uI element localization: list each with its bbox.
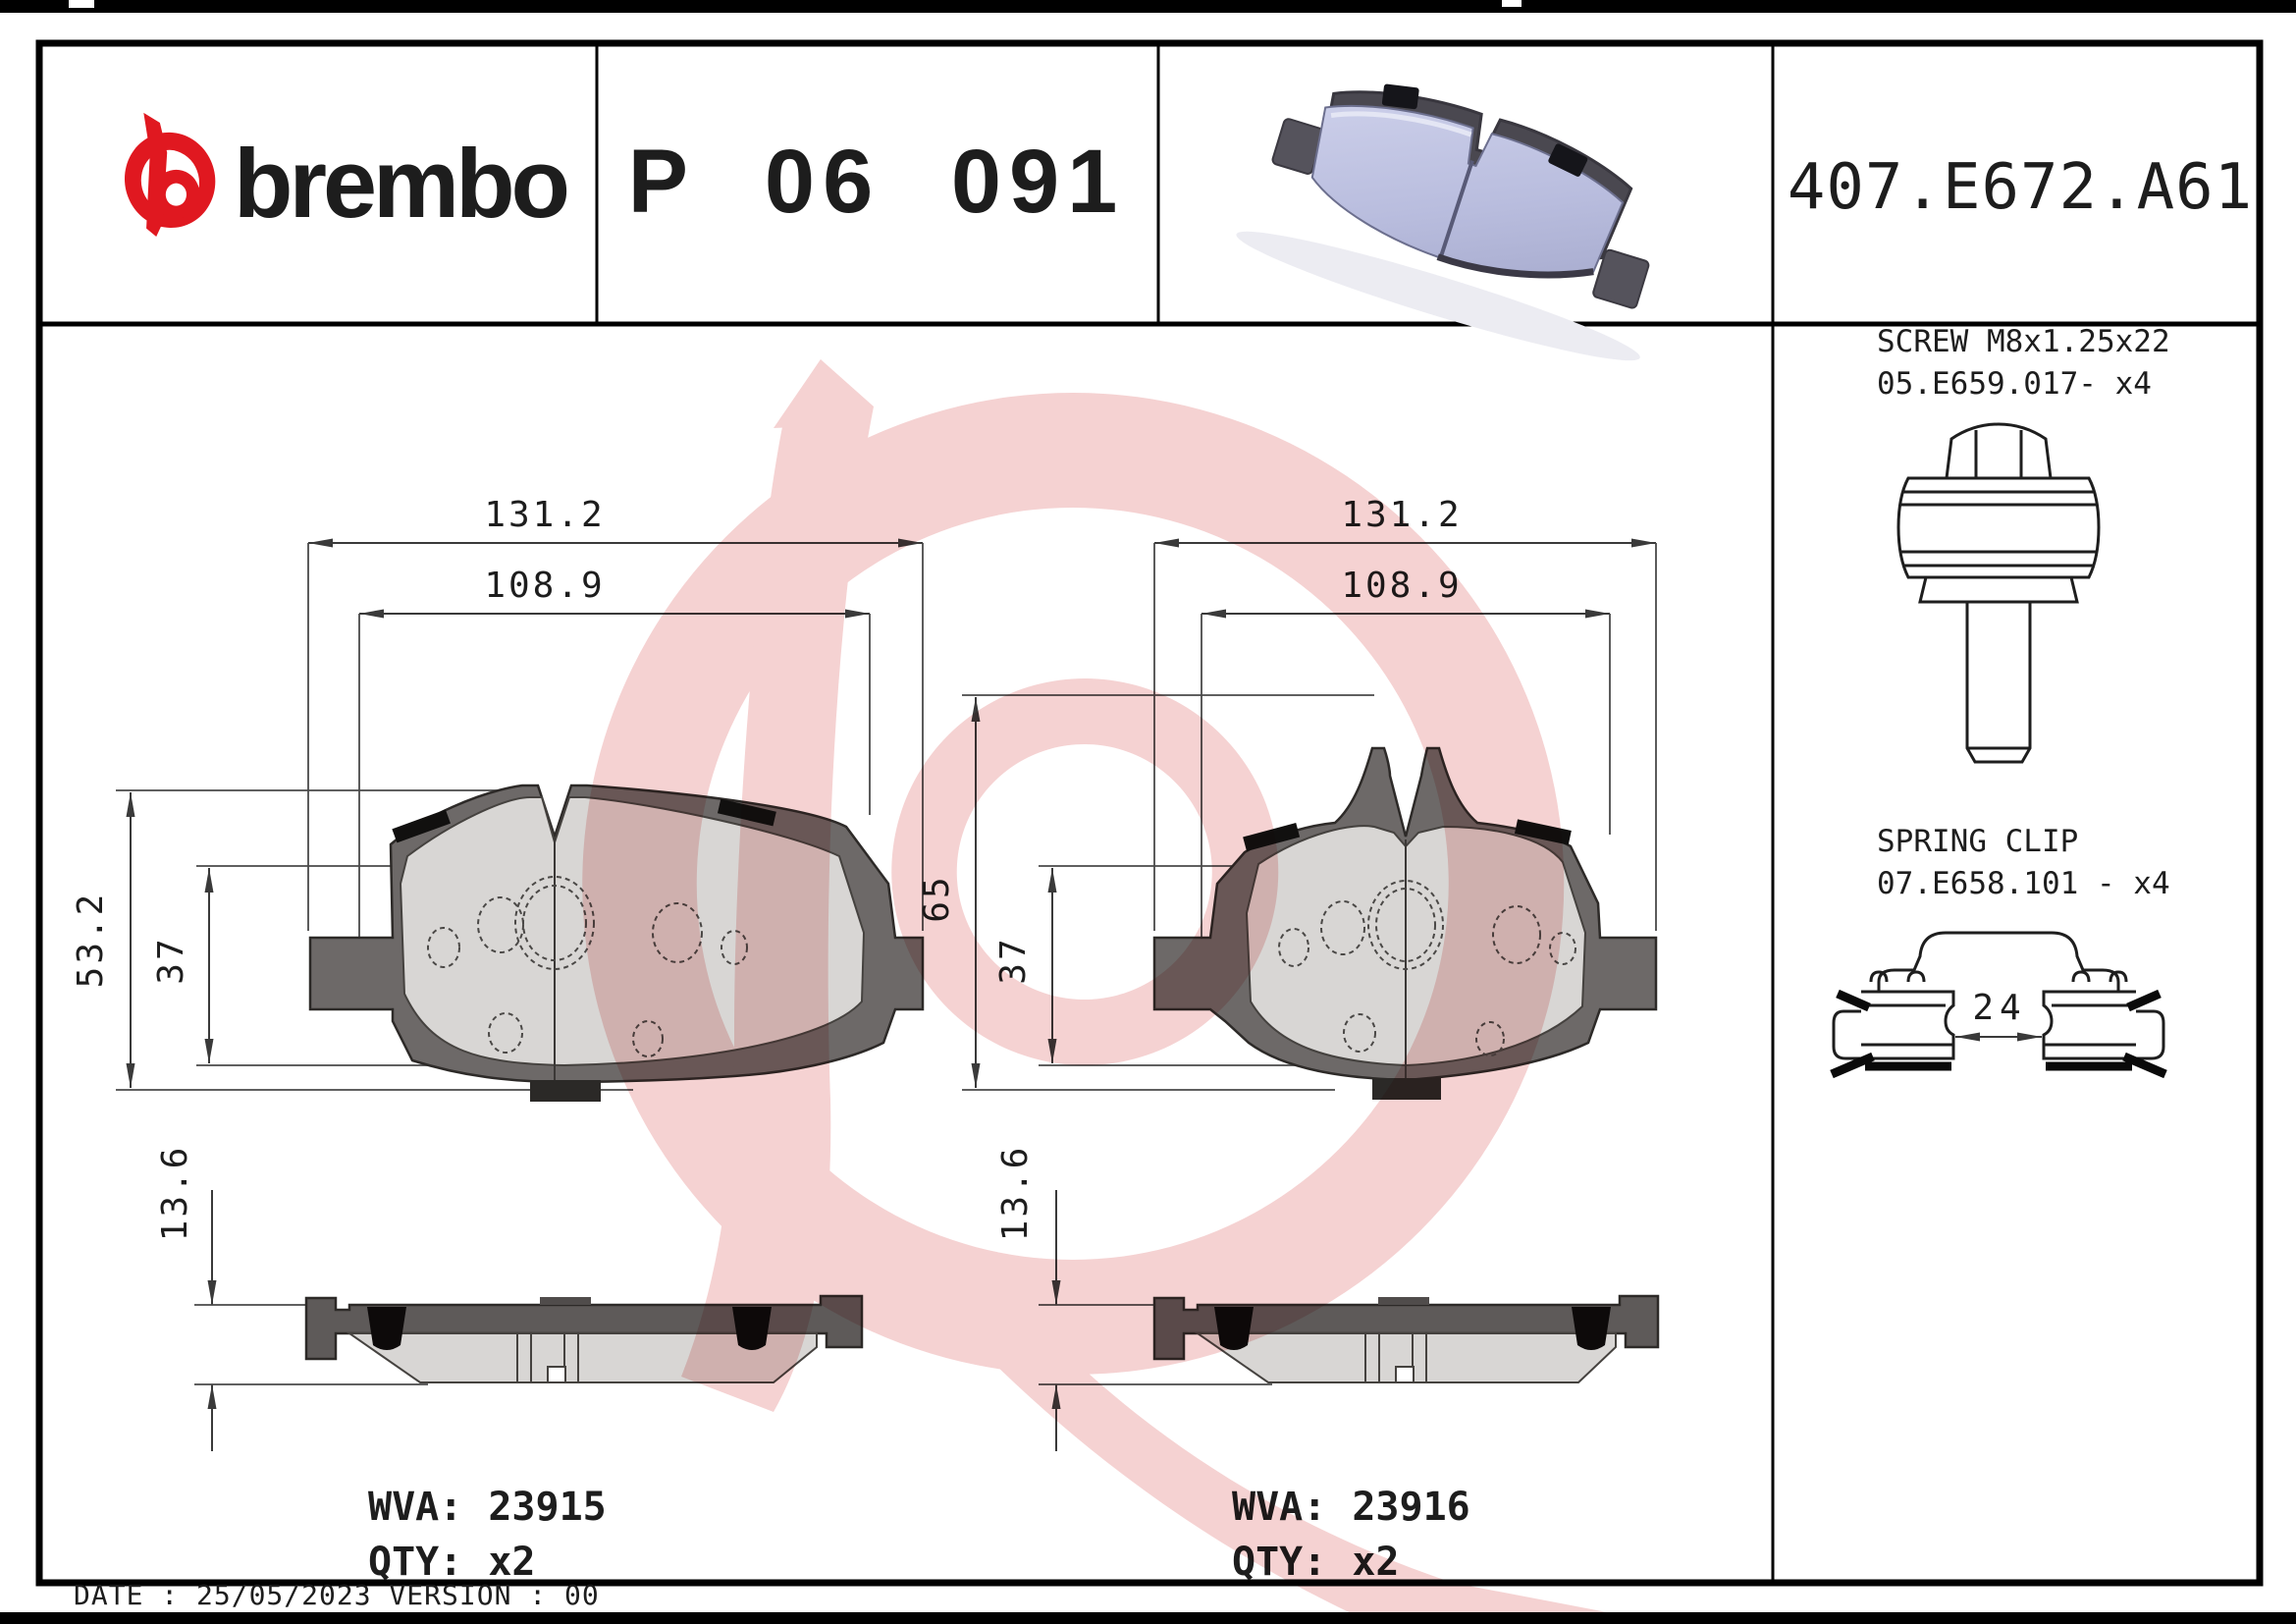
pad1-qty: QTY: x2 xyxy=(368,1540,536,1585)
photo-center-slot xyxy=(1439,160,1474,257)
catalog-code: 407.E672.A61 xyxy=(1788,151,2253,224)
pad1-overall-width-label: 131.2 xyxy=(484,495,605,535)
scan-notch xyxy=(69,0,94,8)
pad1-pad-width-label: 108.9 xyxy=(484,566,605,606)
photo-bottom-edge xyxy=(1436,253,1594,279)
brembo-logo-icon xyxy=(114,112,226,238)
brembo-watermark-icon xyxy=(582,359,1669,1624)
pad1-side-lines xyxy=(516,1333,579,1382)
brand-wordmark: brembo xyxy=(234,129,567,238)
photo-retaining-tabs xyxy=(1381,83,1588,177)
scan-bottom-bar xyxy=(0,1612,2296,1624)
scan-top-bar xyxy=(0,0,2296,13)
part-number: P 06 091 xyxy=(628,132,1126,232)
pad1-thickness-label: 13.6 xyxy=(155,1145,195,1242)
pad1-wva: WVA: 23915 xyxy=(368,1485,607,1530)
table-grid xyxy=(35,39,2264,1587)
screw-code: 05.E659.017- x4 xyxy=(1877,366,2152,402)
pad1-side-notch xyxy=(547,1366,566,1383)
spring-clip-title: SPRING CLIP xyxy=(1877,824,2078,859)
pad2-side-pin xyxy=(1378,1297,1429,1305)
pad1-plate-height-label: 53.2 xyxy=(71,892,111,989)
pad1-side-pin xyxy=(540,1297,591,1305)
pad2-thickness-label: 13.6 xyxy=(995,1145,1036,1242)
brembo-logo: brembo xyxy=(114,112,571,238)
pad2-side-notch xyxy=(1395,1366,1415,1383)
screw-title: SCREW M8x1.25x22 xyxy=(1877,324,2170,359)
screw-section: SCREW M8x1.25x22 05.E659.017- x4 xyxy=(1877,324,2170,764)
pad1-bottom-tab xyxy=(530,1080,601,1102)
photo-friction-face xyxy=(1310,105,1625,276)
screw-drawing-icon xyxy=(1896,422,2101,764)
photo-shadow xyxy=(1236,231,1640,361)
product-photo xyxy=(1236,83,1650,361)
spring-clip-drawing-icon xyxy=(1830,931,2167,1079)
pad1-friction-height-label: 37 xyxy=(151,936,191,984)
spring-clip-code: 07.E658.101 - x4 xyxy=(1877,866,2170,901)
clip-gap-dim-label: 24 xyxy=(1972,988,2026,1028)
clip-spring-hooks xyxy=(1830,989,2167,1079)
scan-notch xyxy=(1502,0,1522,7)
pad2-side-friction xyxy=(1194,1332,1617,1383)
footer-revision: DATE : 25/05/2023 VERSION : 00 xyxy=(74,1579,600,1611)
photo-edge-highlight xyxy=(1330,111,1472,137)
spring-clip-section: SPRING CLIP 07.E658.101 - x4 xyxy=(1830,824,2170,1079)
